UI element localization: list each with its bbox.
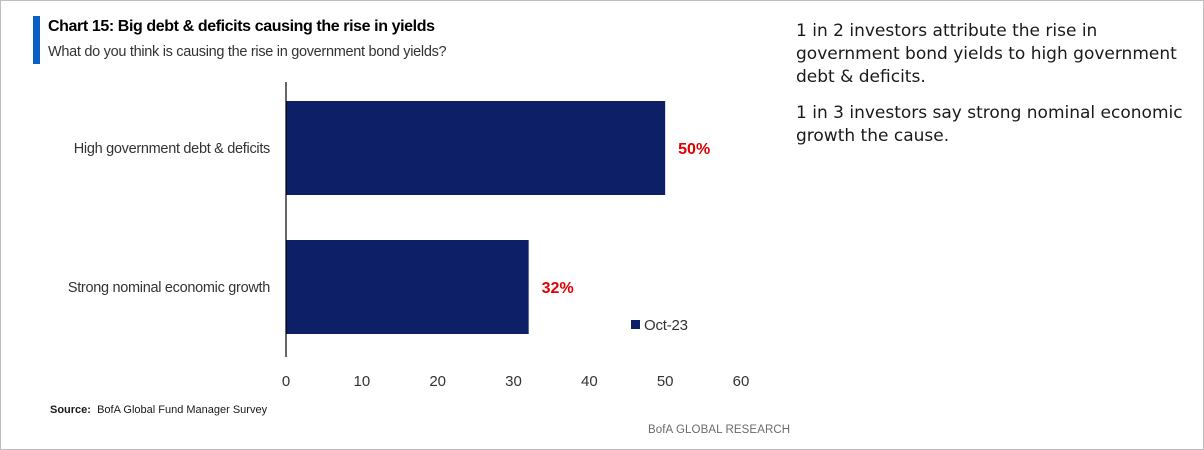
title-accent-bar <box>33 16 40 64</box>
source-note: Source: BofA Global Fund Manager Survey <box>50 404 267 416</box>
category-label: Strong nominal economic growth <box>68 280 270 296</box>
source-label: Source: <box>50 404 91 416</box>
commentary-paragraph-1: 1 in 2 investors attribute the rise in g… <box>796 21 1177 87</box>
chart-title: Chart 15: Big debt & deficits causing th… <box>48 18 435 35</box>
x-tick-label: 30 <box>505 373 522 390</box>
footer-brand: BofA GLOBAL RESEARCH <box>648 424 791 436</box>
bar <box>286 240 529 334</box>
x-tick-label: 40 <box>581 373 598 390</box>
data-label: 50% <box>678 141 710 158</box>
chart-subtitle: What do you think is causing the rise in… <box>48 44 447 60</box>
data-label: 32% <box>542 280 574 297</box>
legend-swatch <box>631 320 640 329</box>
commentary-panel: 1 in 2 investors attribute the rise in g… <box>796 20 1186 161</box>
x-tick-label: 10 <box>353 373 370 390</box>
commentary-paragraph-2: 1 in 3 investors say strong nominal econ… <box>796 103 1183 146</box>
legend-label: Oct-23 <box>644 317 688 334</box>
x-tick-label: 60 <box>733 373 750 390</box>
category-label: High government debt & deficits <box>74 141 270 157</box>
x-tick-label: 20 <box>429 373 446 390</box>
bar <box>286 101 666 195</box>
source-text: BofA Global Fund Manager Survey <box>97 404 268 416</box>
x-tick-label: 50 <box>657 373 674 390</box>
x-tick-label: 0 <box>282 373 290 390</box>
